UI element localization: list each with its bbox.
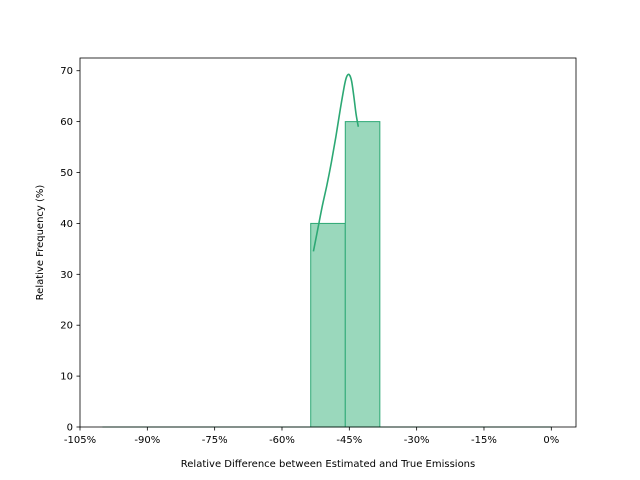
x-tick-label: -15% (471, 435, 497, 446)
x-tick-label: -75% (202, 435, 228, 446)
x-tick-label: -90% (134, 435, 160, 446)
y-axis-label: Relative Frequency (%) (35, 185, 46, 301)
y-tick-label: 20 (60, 321, 73, 332)
y-tick-label: 60 (60, 117, 73, 128)
y-axis: 0 10 20 30 40 50 60 70 (60, 66, 80, 434)
kde-group (312, 73, 360, 252)
x-tick-label: -60% (269, 435, 295, 446)
y-tick-label: 10 (60, 372, 73, 383)
x-tick-label: -30% (404, 435, 430, 446)
x-tick-label: -45% (336, 435, 362, 446)
plot-frame (79, 57, 577, 428)
x-tick-label: 0% (543, 435, 559, 446)
bars-group (102, 121, 552, 428)
histogram-bar (310, 222, 346, 428)
kde-line (312, 73, 360, 252)
y-tick-label: 30 (60, 270, 73, 281)
y-tick-label: 40 (60, 219, 73, 230)
x-axis: -105% -90% -75% -60% -45% -30% -15% 0% (64, 427, 559, 446)
histogram-bar (344, 121, 381, 428)
y-tick-label: 0 (67, 423, 73, 434)
x-axis-label: Relative Difference between Estimated an… (181, 459, 475, 470)
x-tick-label: -105% (64, 435, 96, 446)
y-tick-label: 50 (60, 168, 73, 179)
y-tick-label: 70 (60, 66, 73, 77)
